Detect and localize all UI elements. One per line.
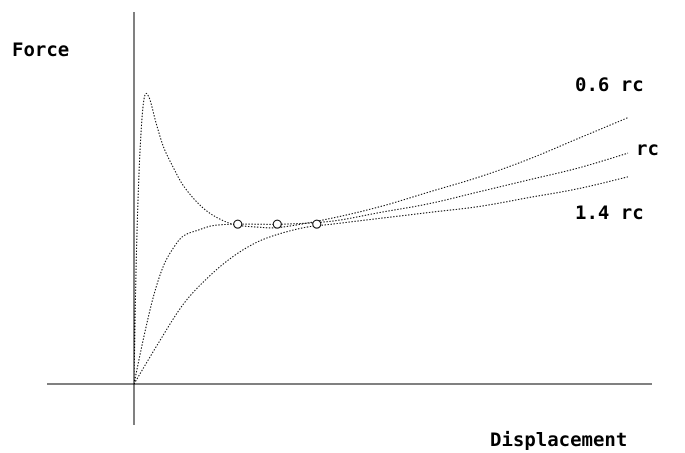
series-label-2: rc [636, 138, 659, 160]
y-axis-label: Force [12, 39, 69, 61]
series-line-3 [133, 176, 629, 385]
intersection-marker-2 [272, 219, 282, 229]
series-line-1 [133, 92, 629, 385]
intersection-marker-1 [233, 219, 243, 229]
x-axis-label: Displacement [490, 429, 627, 451]
series-line-2 [133, 152, 629, 385]
intersection-marker-3 [312, 219, 322, 229]
series-label-1: 0.6 rc [575, 74, 644, 96]
series-label-3: 1.4 rc [575, 202, 644, 224]
